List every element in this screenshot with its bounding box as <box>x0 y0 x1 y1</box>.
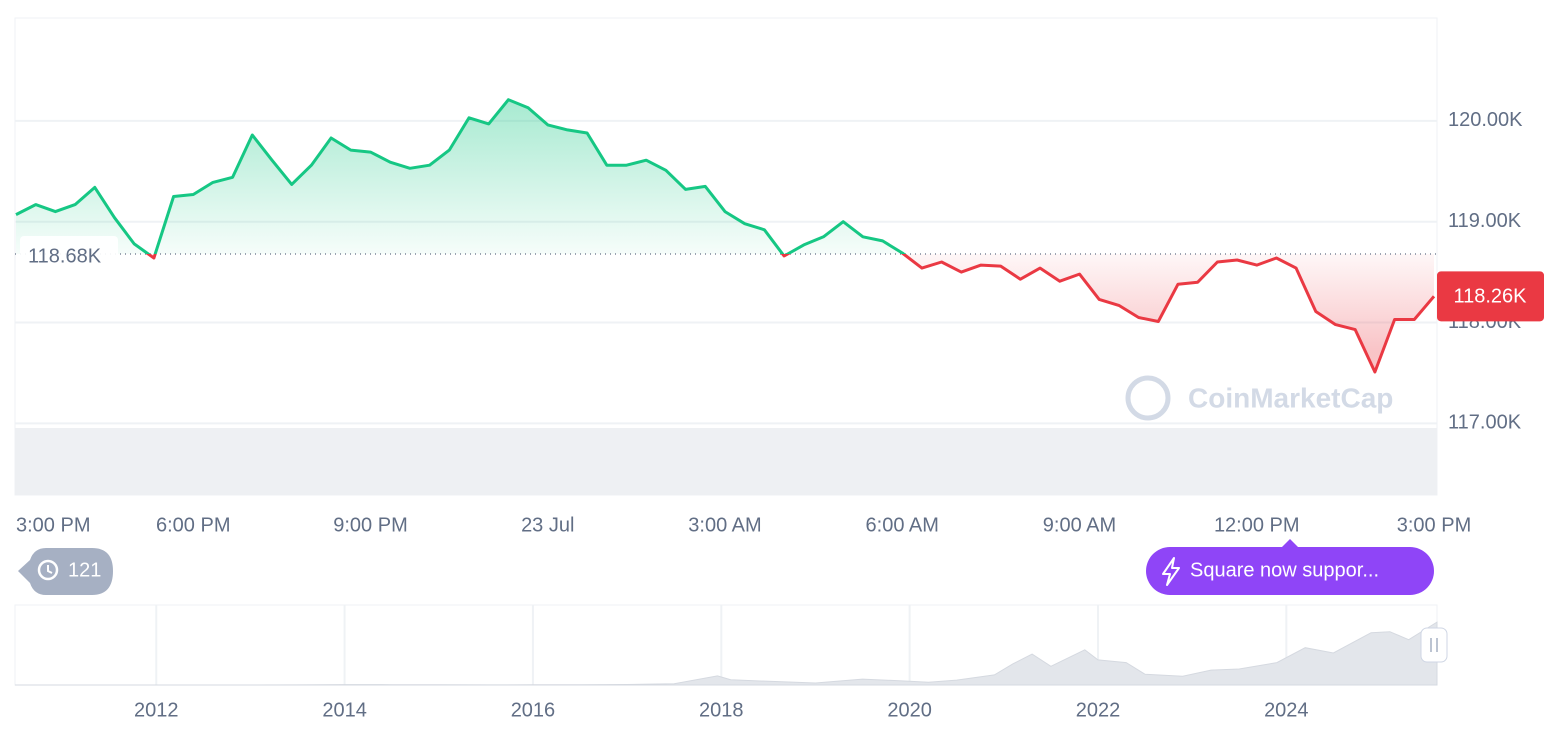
announcement[interactable]: Square now suppor... <box>1146 539 1434 595</box>
nav-handle-bg[interactable] <box>1420 627 1448 663</box>
history-icon <box>37 559 59 581</box>
history-badge-bg[interactable] <box>18 548 113 595</box>
volume-band <box>15 428 1437 495</box>
bolt-icon <box>1162 557 1180 586</box>
nav-year-label: 2018 <box>699 699 744 721</box>
y-tick-label: 120.00K <box>1448 109 1523 131</box>
watermark-logo <box>1125 375 1171 421</box>
nav-year-label: 2020 <box>887 699 932 721</box>
history-count[interactable]: 121 <box>68 559 101 581</box>
navigator-frame <box>14 604 1438 686</box>
y-tick-label: 117.00K <box>1448 412 1522 434</box>
announcement-bg[interactable] <box>1146 547 1434 595</box>
history-badge[interactable]: 121 <box>18 548 113 595</box>
x-tick-label: 12:00 PM <box>1214 514 1300 536</box>
announcement-pointer <box>1282 539 1298 547</box>
price-badge-bg <box>1437 271 1544 322</box>
x-tick-label: 23 Jul <box>521 514 574 536</box>
x-tick-label: 6:00 AM <box>866 514 939 536</box>
x-tick-label: 9:00 PM <box>333 514 407 536</box>
nav-handle[interactable] <box>1420 627 1448 663</box>
price-line <box>15 98 1436 374</box>
x-tick-label: 3:00 PM <box>16 514 90 536</box>
price-badge: 118.26K <box>1453 286 1527 308</box>
x-tick-label: 3:00 PM <box>1397 514 1471 536</box>
nav-year-label: 2024 <box>1264 699 1309 721</box>
y-tick-label: 119.00K <box>1448 210 1522 232</box>
nav-year-label: 2022 <box>1076 699 1121 721</box>
x-tick-label: 6:00 PM <box>156 514 230 536</box>
baseline-label: 118.68K <box>28 245 102 267</box>
nav-year-label: 2016 <box>511 699 556 721</box>
nav-year-label: 2014 <box>322 699 367 721</box>
history-icon-hands <box>47 565 53 574</box>
x-tick-label: 9:00 AM <box>1043 514 1116 536</box>
nav-year-label: 2012 <box>134 699 179 721</box>
nav-area <box>15 621 1438 686</box>
watermark-text: CoinMarketCap <box>1188 382 1393 413</box>
watermark: CoinMarketCap <box>1125 375 1393 421</box>
price-area <box>16 99 1434 372</box>
announcement-text[interactable]: Square now suppor... <box>1190 559 1379 581</box>
baseline-label-bg <box>20 235 118 270</box>
x-tick-label: 3:00 AM <box>688 514 761 536</box>
